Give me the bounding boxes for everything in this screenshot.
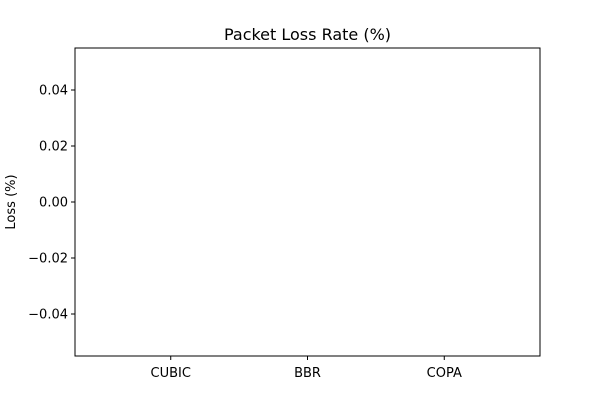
- x-tick-label: COPA: [427, 366, 462, 381]
- chart-title: Packet Loss Rate (%): [224, 25, 391, 44]
- y-tick-label: 0.02: [39, 140, 68, 155]
- plot-area-frame: [74, 47, 541, 357]
- y-tick-label: −0.02: [28, 252, 68, 267]
- y-axis-label: Loss (%): [4, 174, 19, 229]
- x-axis: CUBIC BBR COPA: [151, 356, 462, 381]
- y-tick-label: −0.04: [28, 308, 68, 323]
- x-tick-label: CUBIC: [151, 366, 191, 381]
- y-axis: −0.04 −0.02 0.00 0.02 0.04: [28, 84, 75, 323]
- y-tick-label: 0.00: [39, 196, 68, 211]
- y-tick-label: 0.04: [39, 84, 68, 99]
- x-tick-label: BBR: [294, 366, 321, 381]
